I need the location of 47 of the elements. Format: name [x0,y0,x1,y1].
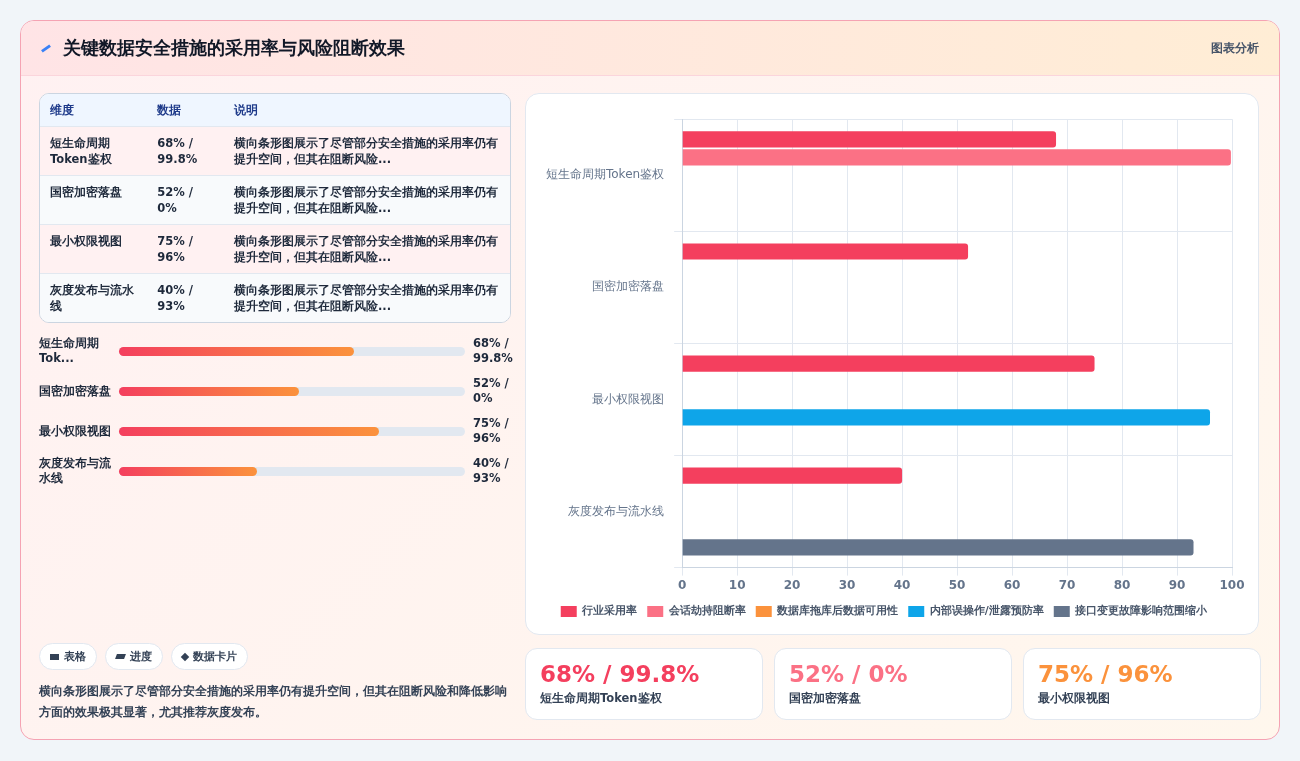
bar [682,355,1095,372]
text: 短生命周期Tok... [39,336,100,366]
x-tick-label: 0 [677,577,687,592]
bar [682,539,1194,556]
legend-label: 内部误操作/泄露预防率 [929,604,1044,618]
text: 横向条形图展示了尽管部分安全措施的采用率仍有提升空间，但其在阻断风险和降低影响方面的效果极其显著，尤其推荐灰度发布。 [39,683,508,721]
legend-label: 数据库拖库后数据可用性 [776,604,899,618]
bar [682,467,903,484]
y-tick-label: 最小权限视图 [592,391,665,406]
text: 灰度发布与流水线 [39,456,112,486]
bar [682,409,1211,426]
x-tick-label: 20 [783,577,801,592]
x-tick-label: 100 [1219,577,1245,592]
text: 75% / 96% [473,416,510,446]
legend-label: 行业采用率 [581,604,638,618]
text: 52% / 0% [473,376,510,406]
text: 最小权限视图 [1038,691,1111,706]
text: 最小权限视图 [39,423,112,439]
x-tick-label: 30 [838,577,856,592]
text: 52% / 0% [789,661,909,687]
x-tick-label: 50 [948,577,966,592]
x-tick-label: 40 [893,577,911,592]
legend-label: 会话劫持阻断率 [667,604,746,618]
text: 关键数据安全措施的采用率与风险阻断效果 [63,36,405,60]
text: 国密加密落盘 [789,691,862,706]
text: 国密加密落盘 [39,383,112,399]
x-tick-label: 90 [1168,577,1186,592]
text: 表格 [39,643,97,670]
x-tick-label: 60 [1003,577,1021,592]
text: 进度 [105,643,163,670]
text: 75% / 96% [1038,661,1174,687]
y-tick-label: 灰度发布与流水线 [568,503,665,518]
table-card: 维度 数据 说明 短生命周期Token鉴权 68% / 99.8% 横向条形图展示了尽管部分安全措施的采用率仍有提升空间，但其在阻断风险... 国密加密落盘 52% / 0% 横向条形图展示了尽管部分安全措施的采用率仍有提升空间，但其在阻断风险... 最小权限视图 75% / 96% 横向条形图展示了尽管部分安全措施的采用率仍有提升空间，但其在阻断风险... 灰度发布与流水线 40% / 93% 横向条形图展示了尽管部分安全措施的采用率仍有提升空间，但其在阻断风险... [39,93,511,323]
x-tick-label: 80 [1113,577,1131,592]
text: 68% / 99.8% [473,336,514,366]
legend-label: 接口变更故障影响范围缩小 [1074,604,1209,618]
text: 68% / 99.8% [540,661,701,687]
text: 40% / 93% [473,456,510,486]
bar [682,243,969,260]
text: 数据卡片 [171,643,248,670]
y-tick-label: 短生命周期Token鉴权 [545,167,665,182]
x-tick-label: 70 [1058,577,1076,592]
y-tick-label: 国密加密落盘 [592,279,665,294]
x-tick-label: 10 [728,577,746,592]
bar [682,149,1231,166]
text: 图表分析 [1211,39,1259,57]
bar [682,131,1057,148]
